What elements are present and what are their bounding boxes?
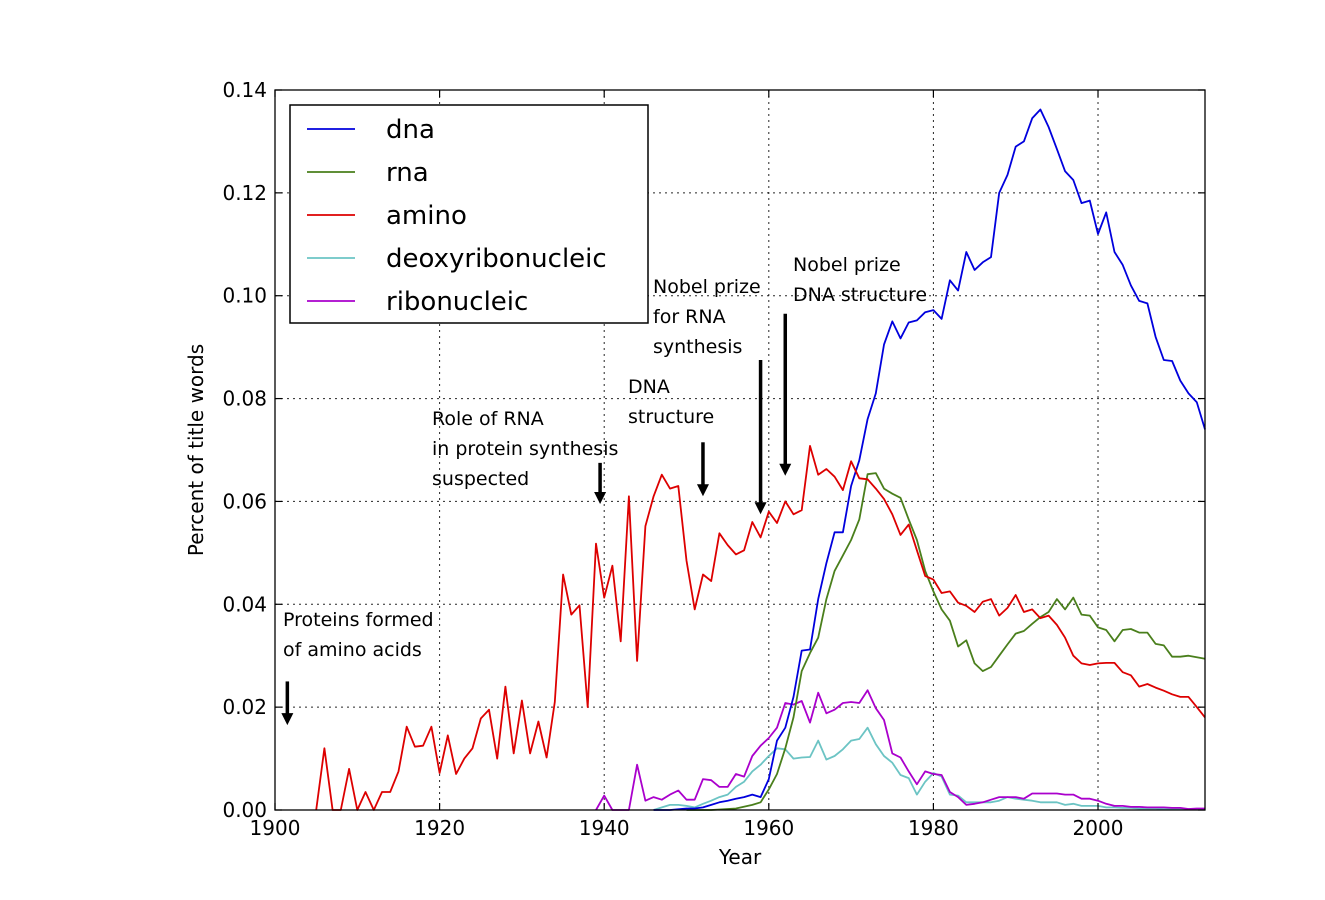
- series-line-rna: [686, 472, 1206, 811]
- y-tick-label: 0.00: [222, 798, 267, 822]
- y-tick-label: 0.14: [222, 78, 267, 102]
- x-tick-label: 2000: [1073, 816, 1124, 840]
- annotation-text: structure: [628, 406, 714, 428]
- legend-label-rna: rna: [386, 158, 429, 188]
- annotation-text: Proteins formed: [283, 609, 434, 631]
- annotation-arrow-head: [754, 502, 767, 515]
- x-tick-label: 1980: [908, 816, 959, 840]
- legend: dna rna amino deoxyribonucleic ribonucleic: [289, 104, 649, 324]
- legend-label-deoxyribonucleic: deoxyribonucleic: [386, 244, 607, 274]
- annotation-text: in protein synthesis: [432, 438, 618, 460]
- annotation-arrow-head: [696, 484, 709, 497]
- series-lines: [315, 108, 1206, 811]
- y-tick-label: 0.02: [222, 695, 267, 719]
- annotation-text: Nobel prize: [793, 254, 901, 276]
- annotations: Proteins formed of amino acids Role of RNA…: [281, 254, 927, 726]
- legend-label-amino: amino: [386, 201, 467, 231]
- annotation-text: Nobel prize: [653, 276, 761, 298]
- series-line-ribonucleic: [595, 689, 1205, 811]
- y-tick-label: 0.08: [222, 387, 267, 411]
- annotation-text: DNA structure: [793, 284, 927, 306]
- x-tick-label: 1920: [414, 816, 465, 840]
- annotation-arrow-head: [594, 492, 607, 504]
- x-tick-label: 1960: [743, 816, 794, 840]
- x-tick-label: 1900: [250, 816, 301, 840]
- annotation-arrow-head: [281, 713, 294, 726]
- x-tick-label: 1940: [579, 816, 630, 840]
- annotation-text: for RNA: [653, 306, 726, 328]
- annotation-arrow-head: [779, 463, 792, 476]
- y-tick-label: 0.10: [222, 284, 267, 308]
- plot-frame: [274, 89, 1206, 811]
- legend-label-ribonucleic: ribonucleic: [386, 287, 528, 317]
- annotation-text: DNA: [628, 376, 670, 398]
- y-tick-label: 0.12: [222, 181, 267, 205]
- legend-box: [289, 104, 649, 324]
- legend-label-dna: dna: [386, 115, 435, 145]
- series-line-dna: [653, 108, 1206, 811]
- grid: [275, 90, 1205, 810]
- series-line-deoxyribonucleic: [653, 726, 1206, 811]
- annotation-text: Role of RNA: [432, 408, 544, 430]
- y-axis-title: Percent of title words: [184, 344, 208, 556]
- series-line-amino: [315, 445, 1206, 811]
- axis-ticks: 1900 1920 1940 1960 1980 2000 0.00 0.02 0.04 0.06…: [222, 78, 1205, 840]
- y-tick-label: 0.06: [222, 489, 267, 513]
- x-axis-title: Year: [718, 845, 762, 869]
- y-tick-label: 0.04: [222, 592, 267, 616]
- annotation-text: of amino acids: [283, 639, 422, 661]
- annotation-text: synthesis: [653, 336, 742, 358]
- annotation-text: suspected: [432, 468, 529, 490]
